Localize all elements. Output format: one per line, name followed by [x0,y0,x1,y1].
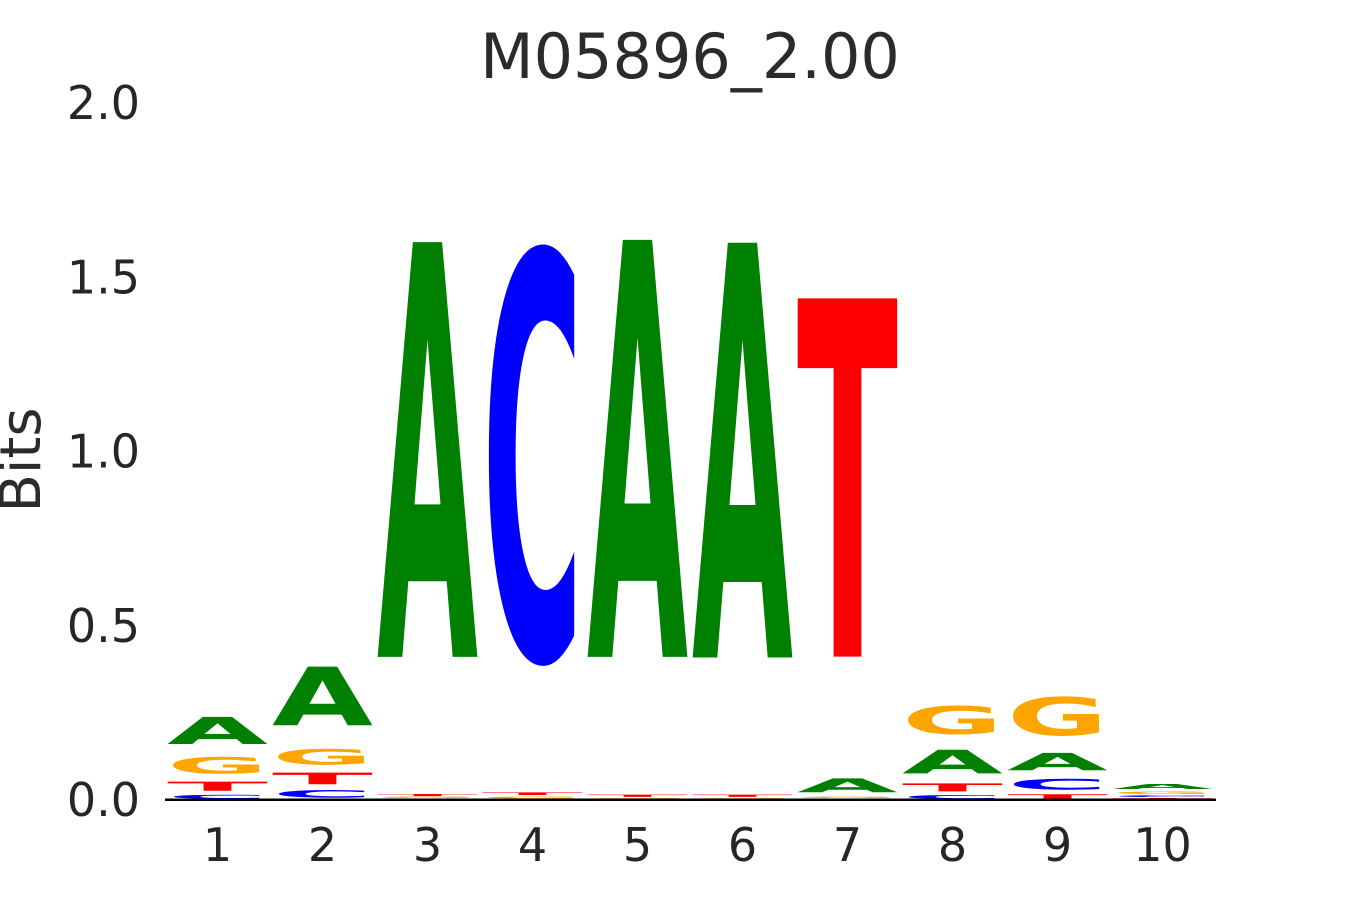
x-tick-label-7: 7 [833,818,862,872]
logo-letter-pos4-G: G [482,796,583,799]
logo-letter-pos8-A: A [902,744,1004,782]
x-tick-label-8: 8 [938,818,967,872]
logo-letter-pos9-G: G [1007,688,1108,749]
logo-letter-pos8-C: C [902,794,1003,800]
x-tick-label-10: 10 [1133,818,1192,872]
logo-letter-pos3-A: A [377,130,479,792]
x-tick-label-6: 6 [728,818,757,872]
logo-letter-pos2-G: G [272,745,373,770]
x-tick-label-5: 5 [623,818,652,872]
logo-letter-pos10-A: A [1112,783,1214,791]
logo-letter-pos10-C: C [1112,795,1213,798]
logo-letter-pos2-C: C [272,788,373,800]
logo-letter-pos4-T: T [482,792,583,796]
x-tick-label-2: 2 [308,818,337,872]
logo-letter-pos8-T: T [902,781,1004,794]
logo-letter-pos1-C: C [167,794,268,800]
y-tick-label-1.5: 1.5 [67,250,140,304]
logo-letter-pos5-G: G [587,798,688,799]
logo-letter-pos9-T: T [1007,793,1108,800]
logo-letter-pos10-G: G [1112,791,1213,795]
logo-letter-pos6-G: G [692,798,793,799]
logo-letter-pos7-A: A [797,775,898,797]
x-tick-label-9: 9 [1043,818,1072,872]
logo-letter-pos9-A: A [1007,748,1109,776]
logo-letter-pos6-A: A [692,131,794,793]
y-tick-label-0.5: 0.5 [67,599,140,653]
x-tick-label-4: 4 [518,818,547,872]
logo-letter-pos2-A: A [272,650,373,744]
logo-letter-pos9-C: C [1007,776,1108,793]
logo-letter-pos6-T: T [692,794,793,797]
y-tick-label-0.0: 0.0 [67,773,140,827]
logo-letter-pos3-G: G [377,797,478,799]
y-tick-label-2.0: 2.0 [67,76,140,130]
logo-stacks: CTGACTGACGTAAGTCCGTACGTACGATCTAGTCAGTCGA [167,126,1214,800]
logo-letter-pos7-T: T [797,200,899,773]
plot-title: M05896_2.00 [480,20,900,93]
logo-letter-pos7-G: G [797,797,898,799]
x-axis-baseline [165,798,1216,801]
logo-letter-pos5-T: T [587,794,688,797]
logo-letter-pos1-T: T [167,779,268,794]
x-tick-label-1: 1 [203,818,232,872]
logo-letter-pos1-A: A [167,709,268,752]
logo-letter-pos3-T: T [377,793,478,796]
logo-letter-pos5-A: A [587,126,689,792]
x-tick-label-3: 3 [413,818,442,872]
x-axis-ticks: 1 2 3 4 5 6 7 8 9 10 [203,818,1192,872]
logo-letter-pos4-C: C [482,140,583,789]
y-axis-ticks: 0.0 0.5 1.0 1.5 2.0 [67,76,140,827]
logo-letter-pos8-G: G [902,699,1003,744]
y-axis-label: Bits [0,407,54,512]
logo-letter-pos1-G: G [167,753,268,779]
logo-letter-pos2-T: T [272,769,373,788]
y-tick-label-1.0: 1.0 [67,425,140,479]
